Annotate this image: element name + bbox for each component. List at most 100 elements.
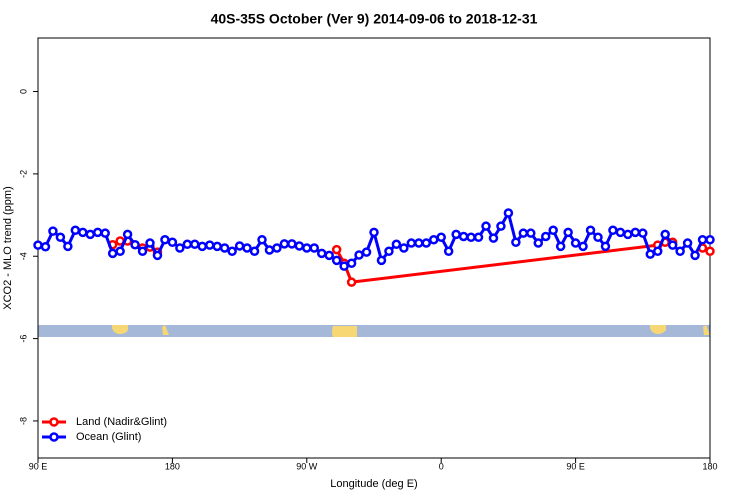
point [160, 235, 170, 245]
point [660, 229, 670, 240]
point [331, 244, 342, 255]
y-tick-label: 0 [18, 89, 28, 94]
point [107, 248, 118, 259]
point [563, 227, 573, 238]
y-tick-label: -6 [18, 335, 28, 343]
point [384, 246, 394, 257]
point [346, 258, 357, 268]
point [70, 225, 81, 236]
x-axis-label: Longitude (deg E) [330, 478, 417, 490]
point [152, 250, 163, 261]
point [78, 227, 88, 238]
y-tick-label: -8 [18, 417, 28, 425]
point [339, 261, 349, 271]
x-tick-label: 90 E [29, 461, 48, 471]
point [376, 255, 387, 266]
point [600, 241, 611, 252]
point [667, 240, 678, 250]
point [309, 243, 320, 253]
point [234, 241, 245, 251]
point [675, 246, 685, 257]
point [249, 246, 260, 257]
point [443, 246, 454, 257]
point [294, 241, 305, 251]
point [316, 248, 327, 259]
point [570, 238, 581, 248]
point [540, 231, 551, 242]
point [638, 228, 648, 238]
point [496, 221, 506, 231]
point [175, 243, 185, 253]
x-tick-label: 180 [165, 461, 180, 471]
point [122, 229, 133, 240]
point [264, 245, 275, 255]
x-tick-label: 90 W [296, 461, 318, 471]
point [697, 235, 708, 245]
point [615, 227, 626, 238]
legend-marker [49, 432, 59, 442]
point [533, 238, 544, 248]
point [55, 232, 66, 243]
point [428, 235, 439, 245]
land-ocean-strip [38, 325, 710, 337]
point [354, 250, 364, 260]
point [227, 246, 237, 257]
point [473, 232, 484, 243]
point [630, 227, 641, 238]
point [705, 246, 715, 257]
point [63, 241, 73, 252]
point [324, 250, 334, 261]
point [219, 243, 230, 253]
y-axis-label: XCO2 - MLO trend (ppm) [2, 186, 14, 309]
point [242, 243, 252, 253]
point [85, 229, 96, 240]
point [331, 255, 342, 266]
point [167, 237, 178, 247]
point [40, 242, 51, 252]
point [399, 243, 409, 253]
point [526, 228, 536, 238]
chart-title: 40S-35S October (Ver 9) 2014-09-06 to 20… [211, 11, 538, 27]
point [204, 240, 215, 250]
point [145, 238, 155, 248]
point [593, 232, 603, 243]
point [682, 238, 693, 248]
point [608, 225, 618, 236]
point [257, 235, 267, 245]
point [92, 227, 103, 238]
point [451, 229, 461, 240]
point [555, 241, 566, 252]
point [578, 241, 588, 252]
point [466, 232, 476, 243]
point [481, 221, 491, 231]
point [652, 246, 663, 257]
point [414, 238, 424, 248]
point [585, 225, 596, 236]
point [488, 233, 499, 243]
point [406, 238, 417, 248]
point [369, 227, 379, 238]
point [503, 208, 514, 218]
point [287, 239, 297, 249]
point [302, 243, 312, 253]
point [115, 246, 125, 257]
x-tick-label: 90 E [566, 461, 585, 471]
point [346, 277, 357, 287]
y-tick-label: -2 [18, 170, 28, 178]
point [518, 228, 529, 238]
point [48, 226, 58, 236]
point [623, 229, 633, 240]
point [705, 235, 715, 245]
x-tick-label: 180 [702, 461, 717, 471]
x-tick-label: 0 [439, 461, 444, 471]
point [279, 239, 290, 249]
y-tick-label: -4 [18, 252, 28, 260]
point [391, 239, 402, 250]
legend-label: Land (Nadir&Glint) [76, 416, 167, 428]
point [272, 243, 282, 253]
point [212, 241, 222, 252]
point [511, 237, 521, 247]
point [690, 250, 700, 261]
point [645, 249, 656, 259]
